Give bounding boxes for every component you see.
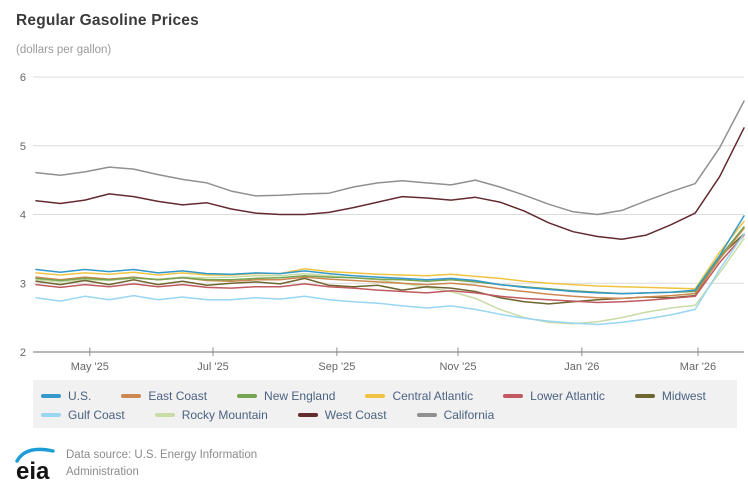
legend-swatch-east-coast-icon [121,394,142,398]
legend-swatch-u-s-icon [41,394,61,398]
series-line-lower-atlantic [35,234,745,304]
legend-item-central-atlantic[interactable]: Central Atlantic [365,389,473,403]
legend-label-rocky-mountain: Rocky Mountain [181,408,268,422]
legend: U.S. East Coast New England Central Atlanti… [33,380,737,428]
y-axis-label-5: 5 [20,141,26,153]
y-axis-label-2: 2 [20,347,26,359]
legend-label-midwest: Midwest [661,389,706,403]
legend-label-gulf-coast: Gulf Coast [68,408,125,422]
legend-item-rocky-mountain[interactable]: Rocky Mountain [154,408,268,422]
data-source-line2: Administration [66,466,139,478]
legend-swatch-midwest-icon [634,394,655,398]
legend-swatch-lower-atlantic-icon [503,394,524,398]
legend-label-u-s: U.S. [68,389,92,403]
page-title: Regular Gasoline Prices [16,12,199,29]
legend-label-central-atlantic: Central Atlantic [392,389,474,403]
series-line-west-coast [35,127,745,241]
legend-item-west-coast[interactable]: West Coast [297,408,387,422]
legend-label-california: California [443,408,495,422]
legend-row-1: U.S. East Coast New England Central Atlanti… [41,388,737,404]
legend-label-west-coast: West Coast [324,408,387,422]
eia-logo: eia [13,443,61,492]
legend-item-california[interactable]: California [416,408,495,422]
series-line-u-s [35,215,745,295]
eia-logo-arc-icon [15,447,55,463]
legend-swatch-california-icon [416,413,437,417]
y-axis-label-3: 3 [20,278,26,290]
x-axis-label-sep-25: Sep '25 [318,361,355,373]
x-axis-label-jul-25: Jul '25 [197,361,228,373]
series-line-california [35,100,745,216]
legend-label-new-england: New England [264,389,336,403]
legend-swatch-rocky-mountain-icon [154,413,175,417]
eia-logo-text: eia [16,458,50,485]
legend-swatch-new-england-icon [237,394,258,398]
x-axis-label-jan-26: Jan '26 [564,361,599,373]
y-axis-label-6: 6 [20,72,26,84]
legend-item-east-coast[interactable]: East Coast [121,389,207,403]
legend-swatch-central-atlantic-icon [365,394,386,398]
series-line-central-atlantic [35,220,745,290]
legend-label-east-coast: East Coast [148,389,208,403]
x-axis-label-mar-26: Mar '26 [680,361,716,373]
data-source-line1: Data source: U.S. Energy Information [66,449,258,461]
legend-item-u-s[interactable]: U.S. [41,389,91,403]
legend-item-new-england[interactable]: New England [237,389,335,403]
legend-item-lower-atlantic[interactable]: Lower Atlantic [503,389,605,403]
series-line-gulf-coast [35,233,745,326]
legend-item-gulf-coast[interactable]: Gulf Coast [41,408,125,422]
legend-label-lower-atlantic: Lower Atlantic [530,389,605,403]
y-axis-label-4: 4 [20,210,26,222]
legend-swatch-gulf-coast-icon [41,413,61,417]
legend-swatch-west-coast-icon [297,413,318,417]
price-chart: 2 3 4 5 6 May '25 Jul '25 Sep '25 Nov '25 Jan '26… [20,72,745,373]
legend-item-midwest[interactable]: Midwest [634,389,706,403]
data-source-note: Data source: U.S. Energy Information Adm… [66,447,257,481]
legend-row-2: Gulf Coast Rocky Mountain West Coast Califo… [41,407,737,423]
x-axis-label-may-25: May '25 [71,361,109,373]
chart-units-subtitle: (dollars per gallon) [16,44,112,56]
x-axis-label-nov-25: Nov '25 [439,361,476,373]
